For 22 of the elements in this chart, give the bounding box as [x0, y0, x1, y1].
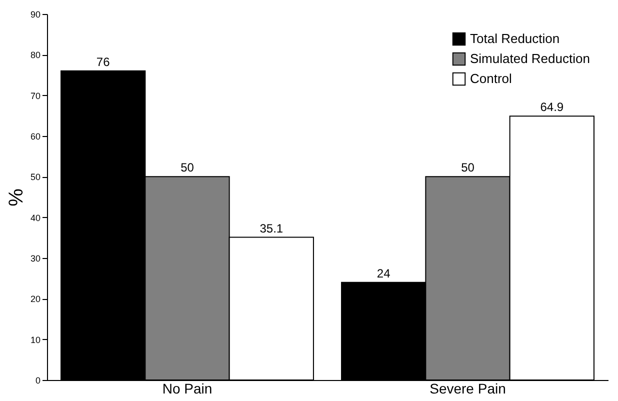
x-tick-label: No Pain — [162, 380, 212, 396]
data-label: 35.1 — [260, 221, 284, 236]
data-label: 64.9 — [540, 100, 564, 114]
y-tick-label: 80 — [30, 50, 40, 60]
legend-label: Simulated Reduction — [470, 51, 590, 66]
y-tick-label: 60 — [30, 132, 40, 142]
legend-label: Total Reduction — [470, 31, 560, 46]
y-tick-label: 70 — [30, 90, 40, 101]
data-label: 50 — [180, 160, 194, 175]
x-tick-label: Severe Pain — [430, 380, 506, 396]
y-axis-title: % — [5, 188, 28, 206]
y-tick-label: 40 — [30, 212, 40, 223]
y-tick-label: 90 — [30, 10, 40, 20]
data-label: 50 — [461, 160, 475, 175]
y-tick-label: 50 — [30, 172, 40, 182]
y-tick-label: 20 — [30, 294, 40, 304]
y-tick-label: 10 — [30, 334, 40, 345]
y-tick-label: 30 — [30, 254, 40, 264]
data-label: 24 — [376, 266, 391, 280]
data-label: 76 — [96, 54, 110, 69]
y-tick-label: 0 — [35, 376, 40, 386]
legend-label: Control — [470, 71, 512, 86]
